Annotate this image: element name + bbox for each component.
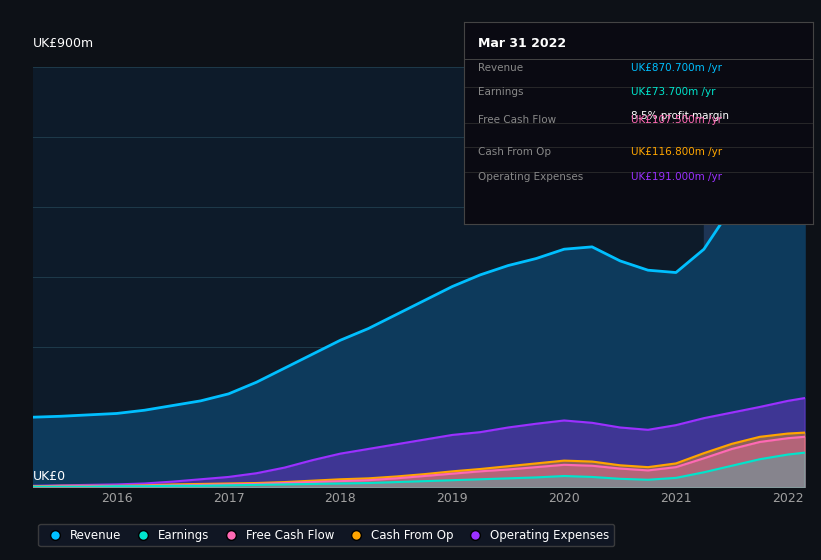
Text: Revenue: Revenue (478, 63, 523, 73)
Legend: Revenue, Earnings, Free Cash Flow, Cash From Op, Operating Expenses: Revenue, Earnings, Free Cash Flow, Cash … (38, 524, 614, 547)
Text: UK£191.000m /yr: UK£191.000m /yr (631, 171, 722, 181)
Text: Earnings: Earnings (478, 87, 523, 97)
Text: UK£0: UK£0 (33, 470, 66, 483)
Bar (704, 67, 805, 487)
Text: Operating Expenses: Operating Expenses (478, 171, 583, 181)
Text: 8.5% profit margin: 8.5% profit margin (631, 111, 729, 121)
Text: UK£73.700m /yr: UK£73.700m /yr (631, 87, 716, 97)
Text: UK£900m: UK£900m (33, 38, 94, 50)
Text: Cash From Op: Cash From Op (478, 147, 551, 157)
Text: UK£870.700m /yr: UK£870.700m /yr (631, 63, 722, 73)
Text: Free Cash Flow: Free Cash Flow (478, 115, 556, 125)
Text: UK£107.500m /yr: UK£107.500m /yr (631, 115, 722, 125)
Text: Mar 31 2022: Mar 31 2022 (478, 36, 566, 49)
Text: UK£116.800m /yr: UK£116.800m /yr (631, 147, 722, 157)
